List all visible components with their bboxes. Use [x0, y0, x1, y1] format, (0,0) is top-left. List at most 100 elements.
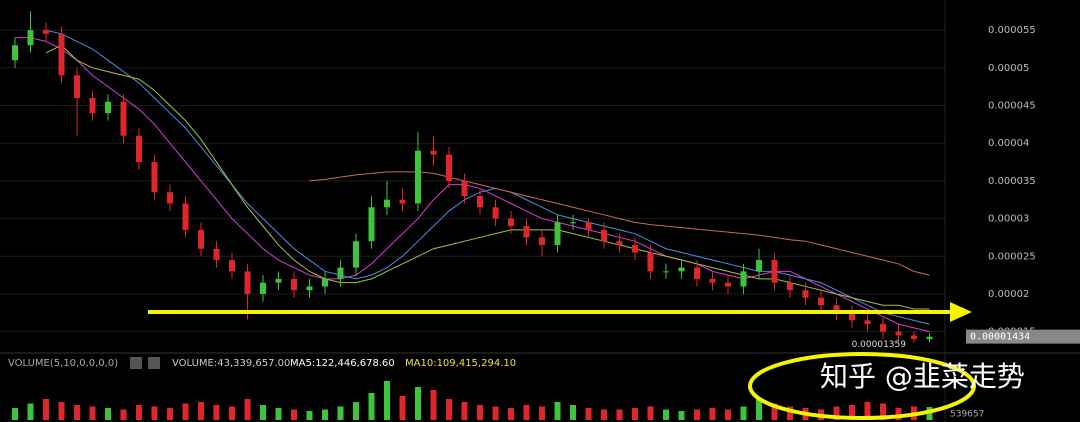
volume-bar [523, 405, 530, 420]
volume-bar [384, 381, 390, 420]
volume-bar [864, 402, 871, 420]
candle-body [58, 33, 65, 76]
volume-bar [694, 409, 700, 420]
candle-body [167, 192, 173, 204]
candle-body [570, 222, 576, 224]
candle-body [616, 241, 623, 245]
y-tick-label: 0.000045 [988, 101, 1036, 112]
volume-bar [74, 405, 80, 420]
volume-ma5: MA5:122,446,678.60 [290, 358, 395, 369]
volume-bar [322, 409, 328, 420]
candle-body [461, 180, 468, 196]
ma-line [309, 171, 930, 276]
labels: 0.0000150.000020.0000250.000030.0000350.… [852, 25, 1080, 350]
candle-body [337, 267, 344, 279]
ma-line [45, 29, 930, 325]
volume-ma10: MA10:109,415,294.10 [405, 358, 516, 369]
candle-body [539, 237, 545, 245]
volume-bar [43, 399, 49, 420]
volume-bar [570, 405, 576, 420]
volume-bar [337, 406, 344, 420]
candle-body [926, 336, 933, 340]
candle-body [213, 248, 220, 261]
volume-bar [895, 408, 902, 420]
y-tick-label: 0.000025 [988, 251, 1036, 262]
volume-bar [709, 408, 716, 420]
candle-body [523, 226, 530, 238]
volume-bar [260, 405, 266, 420]
candle-body [787, 282, 793, 291]
y-tick-label: 0.00004 [988, 138, 1029, 149]
volume-bar [415, 387, 421, 420]
candle-body [771, 260, 778, 283]
volume-bar [306, 411, 313, 420]
volume-bar [27, 403, 34, 420]
volume-bar [167, 408, 173, 420]
volume-bar [446, 399, 452, 420]
volume-axis-label: 539657 [950, 410, 984, 420]
candle-body [477, 195, 483, 208]
volume-bar [492, 406, 499, 420]
candle-body [508, 218, 514, 227]
candle-body [740, 271, 747, 287]
volume-bar [756, 399, 762, 420]
candle-body [911, 335, 917, 340]
volume-bar [291, 409, 297, 420]
candle-body [492, 207, 499, 219]
y-tick-label: 0.000035 [988, 176, 1036, 187]
volume-bar [663, 409, 669, 420]
volume-header: VOLUME(5,10,0,0,0,0) [8, 358, 118, 369]
candle-body [399, 199, 406, 204]
candle-body [384, 199, 390, 208]
volume-bar [399, 396, 406, 420]
candle-body [415, 150, 421, 204]
candle-body [647, 252, 654, 272]
volume-bar [647, 406, 654, 420]
volume-bar [430, 390, 437, 420]
volume-bar [368, 393, 375, 420]
candle-body [725, 282, 731, 287]
ma-line [45, 44, 930, 310]
candle-body [198, 229, 204, 249]
volume-bar [353, 402, 359, 420]
volume-bar [616, 409, 623, 420]
candle-body [833, 305, 840, 313]
volume-bar [151, 406, 158, 420]
volume-bar [477, 405, 483, 420]
y-tick-label: 0.00005 [988, 63, 1029, 74]
candle-body [260, 282, 266, 294]
candle-body [818, 297, 824, 306]
volume-bar [601, 409, 607, 420]
volume-bar [725, 409, 731, 420]
candle-body [880, 324, 886, 332]
volume-bar [105, 408, 111, 420]
volume-bar [229, 406, 235, 420]
candle-body [554, 222, 561, 245]
candle-body [322, 278, 328, 287]
candles [12, 11, 933, 343]
watermark: 知乎 @韭菜走势 [820, 360, 1025, 393]
candle-body [74, 75, 80, 98]
volume-bar [12, 408, 18, 420]
volume-bar [585, 408, 592, 420]
low-label: 0.00001359 [852, 340, 907, 350]
candle-body [27, 30, 34, 46]
settings-icon[interactable] [130, 357, 142, 369]
annotation-ellipse [748, 352, 976, 420]
close-icon[interactable] [148, 357, 160, 369]
volume-bar [461, 402, 468, 420]
candle-body [678, 267, 685, 272]
candle-body [601, 229, 607, 242]
candle-body [663, 271, 669, 273]
volume-bar [58, 402, 65, 420]
grid [0, 29, 945, 333]
candle-body [353, 241, 359, 268]
candle-body [694, 267, 700, 279]
candle-body [43, 30, 49, 34]
candle-body [306, 286, 313, 291]
volume-bar [198, 402, 204, 420]
candle-body [151, 162, 158, 193]
volume-bar [632, 408, 638, 420]
candle-body [275, 278, 282, 283]
